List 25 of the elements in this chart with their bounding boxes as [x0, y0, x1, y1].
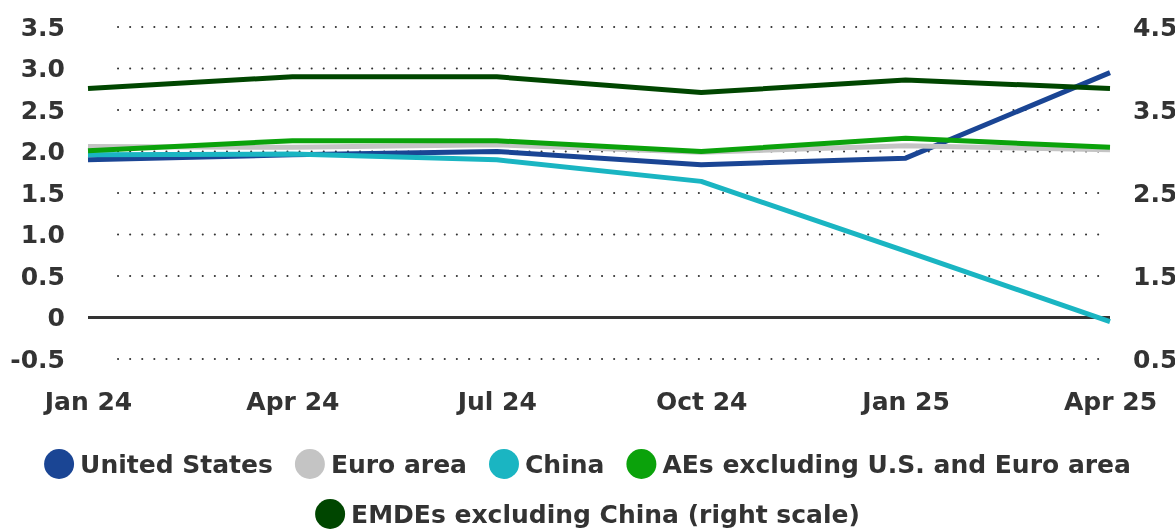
- y-tick-label: 2.5: [20, 95, 65, 125]
- y2-tick-label: 2.5: [1133, 178, 1175, 208]
- legend-label: Euro area: [330, 450, 467, 479]
- y-tick-label: 2.0: [20, 137, 65, 166]
- x-tick-label: Oct 24: [655, 387, 748, 416]
- y-tick-label: 0: [47, 303, 65, 332]
- legend-label: AEs excluding U.S. and Euro area: [662, 450, 1131, 479]
- y-tick-label: 3.0: [20, 54, 65, 83]
- x-tick-label: Apr 25: [1063, 387, 1158, 416]
- y2-tick-label: 4.5: [1133, 12, 1175, 42]
- y-tick-label: 0.5: [20, 261, 65, 291]
- y2-tick-label: 1.5: [1133, 261, 1175, 291]
- y-tick-label: 1.5: [20, 178, 65, 208]
- legend-label: China: [524, 450, 605, 479]
- y-tick-label: -0.5: [10, 344, 65, 374]
- y-tick-label: 3.5: [20, 12, 65, 42]
- y2-tick-label: 0.5: [1133, 344, 1175, 374]
- x-tick-label: Jan 25: [860, 387, 950, 416]
- y2-tick-label: 3.5: [1133, 95, 1175, 125]
- legend-label: United States: [80, 450, 273, 479]
- y-tick-label: 1.0: [20, 220, 65, 249]
- x-tick-label: Jul 24: [455, 387, 537, 416]
- x-tick-label: Apr 24: [246, 387, 340, 416]
- x-tick-label: Jan 24: [42, 387, 133, 416]
- legend-label: EMDEs excluding China (right scale): [351, 500, 860, 529]
